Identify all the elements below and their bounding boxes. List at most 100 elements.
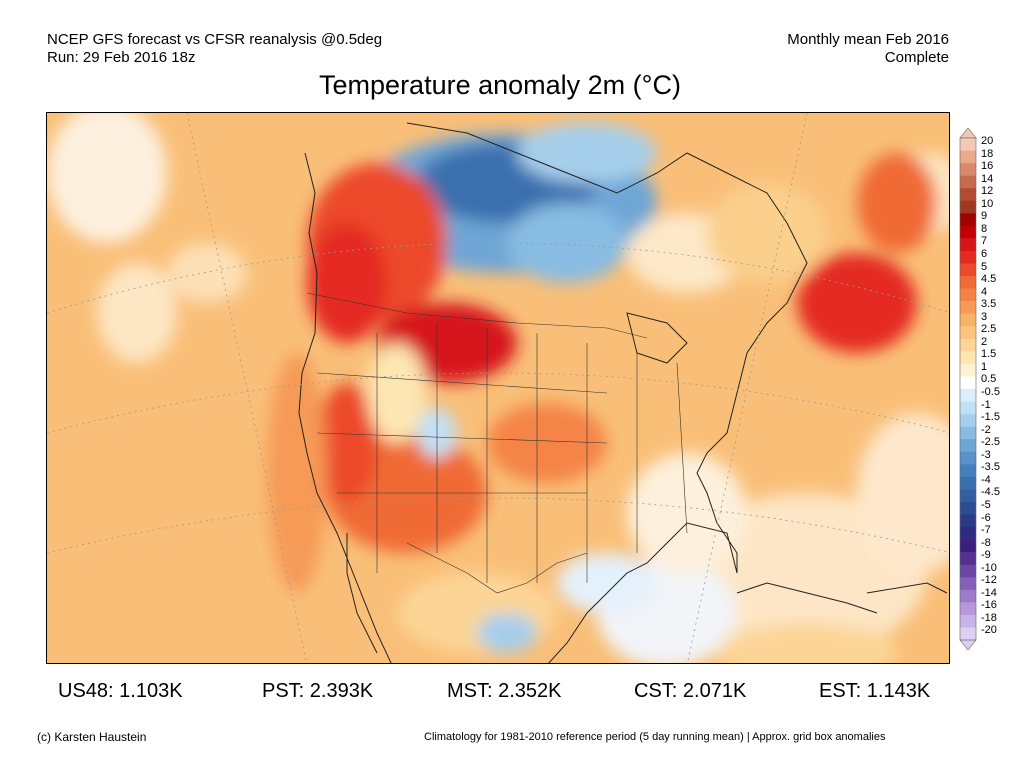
region-us48: US48: 1.103K (58, 680, 183, 702)
region-mst: MST: 2.352K (447, 680, 562, 702)
colorbar-swatch (960, 351, 976, 365)
colorbar-swatch (960, 589, 976, 603)
region-pst: PST: 2.393K (262, 680, 374, 702)
colorbar-tick-label: -3 (981, 448, 991, 461)
colorbar-swatch (960, 577, 976, 591)
colorbar-tick-label: 12 (981, 185, 994, 198)
colorbar-swatch (960, 414, 976, 427)
colorbar-tick-label: 8 (981, 222, 988, 235)
header-left: NCEP GFS forecast vs CFSR reanalysis @0.… (47, 31, 382, 67)
coastlines (298, 122, 948, 663)
colorbar-svg (959, 127, 977, 651)
colorbar-swatch (960, 451, 976, 465)
colorbar-tick-label: -0.5 (981, 386, 1000, 398)
colorbar-swatch (960, 439, 976, 453)
colorbar-swatch (960, 150, 976, 164)
colorbar-tick-label: 2 (981, 335, 988, 348)
colorbar-tick-label: -20 (981, 624, 997, 637)
colorbar-tick-label: 4.5 (981, 273, 997, 286)
map-canvas (47, 113, 949, 663)
regional-averages: US48: 1.103K PST: 2.393K MST: 2.352K CST… (0, 680, 1024, 704)
colorbar-tick-label: 5 (981, 260, 988, 273)
colorbar-tick-label: -1.5 (981, 411, 1000, 424)
colorbar-swatch (960, 250, 976, 264)
colorbar-swatch (960, 539, 976, 553)
region-est: EST: 1.143K (819, 680, 931, 702)
colorbar-swatch (960, 188, 976, 202)
colorbar-tick-label: 1 (981, 360, 988, 373)
colorbar-tick-label: 3.5 (981, 298, 997, 311)
colorbar-swatch (960, 338, 976, 352)
colorbar-swatch (960, 401, 976, 415)
colorbar-tick-label: -1 (981, 398, 991, 411)
colorbar-swatch (960, 501, 976, 515)
colorbar-tick-label: -4 (981, 473, 991, 486)
region-cst: CST: 2.071K (634, 680, 747, 702)
period-label: Monthly mean Feb 2016 (787, 31, 949, 48)
colorbar-swatch (960, 476, 976, 490)
colorbar-tick-label: 18 (981, 147, 994, 160)
completeness-label: Complete (884, 49, 949, 66)
colorbar-tick-label: -2.5 (981, 436, 1000, 449)
colorbar-tick-label: 4 (981, 285, 988, 298)
colorbar-swatch (960, 326, 976, 340)
colorbar-tick-label: 1.5 (981, 348, 997, 361)
anomaly-blobs (47, 113, 949, 663)
colorbar-tick-label: 16 (981, 160, 994, 173)
colorbar-tick-label: -9 (981, 549, 991, 562)
colorbar-tick-label: 0.5 (981, 373, 997, 386)
colorbar-swatch (960, 376, 976, 390)
colorbar-swatch (960, 175, 976, 189)
colorbar-tick-label: -16 (981, 599, 997, 612)
colorbar-bottom-arrow (959, 639, 977, 651)
colorbar-tick-label: -7 (981, 524, 991, 537)
colorbar-tick-label: 6 (981, 247, 988, 260)
colorbar-swatch (960, 138, 976, 151)
colorbar-swatch (960, 276, 976, 289)
colorbar-swatch (960, 514, 976, 528)
colorbar-tick-label: -14 (981, 586, 997, 599)
colorbar-swatch (960, 527, 976, 540)
colorbar-swatch (960, 389, 976, 402)
colorbar-tick-label: 14 (981, 172, 994, 185)
colorbar-tick-label: -12 (981, 574, 997, 587)
colorbar-swatch (960, 263, 976, 277)
colorbar-swatch (960, 225, 976, 239)
colorbar-swatch (960, 200, 976, 214)
colorbar-tick-label: 9 (981, 210, 988, 223)
run-time: Run: 29 Feb 2016 18z (47, 49, 196, 66)
colorbar-tick-label: 20 (981, 135, 994, 147)
colorbar-tick-label: 3 (981, 310, 988, 323)
colorbar-tick-label: -10 (981, 561, 997, 574)
colorbar-tick-label: 10 (981, 197, 994, 210)
colorbar-tick-label: -6 (981, 511, 991, 524)
colorbar-swatch (960, 301, 976, 314)
climatology-note: Climatology for 1981-2010 reference peri… (424, 731, 886, 743)
colorbar-swatch (960, 238, 976, 252)
borders (306, 292, 688, 594)
copyright: (c) Karsten Haustein (37, 730, 147, 744)
colorbar (958, 127, 978, 651)
model-description: NCEP GFS forecast vs CFSR reanalysis @0.… (47, 31, 383, 48)
colorbar-swatch (960, 614, 976, 628)
map-title: Temperature anomaly 2m (°C) (319, 70, 681, 100)
colorbar-swatch (960, 288, 976, 302)
colorbar-swatch (960, 464, 976, 478)
colorbar-swatch (960, 313, 976, 327)
header-right: Monthly mean Feb 2016 Complete (787, 31, 949, 67)
colorbar-swatch (960, 552, 976, 565)
colorbar-tick-label: -5 (981, 498, 991, 511)
colorbar-tick-label: -2 (981, 423, 991, 436)
colorbar-tick-label: -18 (981, 611, 997, 624)
colorbar-swatch (960, 213, 976, 227)
colorbar-tick-label: -3.5 (981, 461, 1000, 474)
colorbar-swatch (960, 363, 976, 377)
colorbar-top-arrow (959, 127, 977, 139)
colorbar-swatch (960, 489, 976, 503)
colorbar-swatch (960, 602, 976, 616)
colorbar-swatch (960, 627, 976, 641)
colorbar-tick-label: 7 (981, 235, 988, 248)
colorbar-swatch (960, 426, 976, 440)
colorbar-tick-label: -8 (981, 536, 991, 549)
graticule (47, 113, 949, 663)
